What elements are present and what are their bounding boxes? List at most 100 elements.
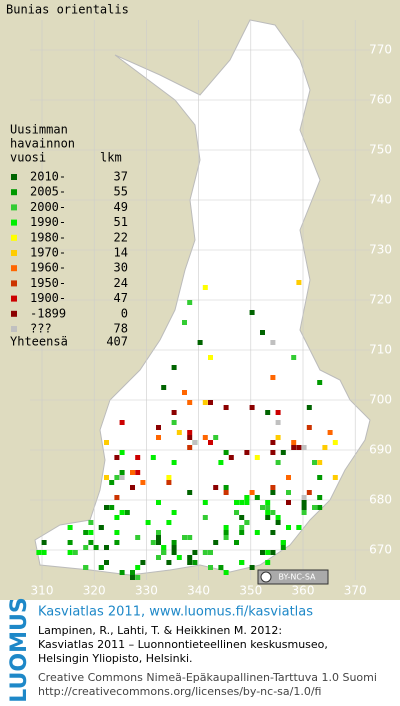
- observation-square: [265, 550, 271, 555]
- observation-square: [280, 450, 286, 455]
- observation-square: [317, 505, 323, 510]
- observation-square: [93, 545, 99, 550]
- observation-square: [223, 405, 229, 410]
- observation-square: [161, 385, 167, 390]
- observation-square: [187, 300, 193, 305]
- license-url: http://creativecommons.org/licenses/by-n…: [38, 685, 321, 698]
- observation-square: [104, 505, 109, 510]
- citation: Helsingin Yliopisto, Helsinki.: [38, 652, 193, 665]
- observation-square: [187, 400, 193, 405]
- legend-count: 78: [114, 322, 128, 336]
- observation-square: [301, 445, 307, 450]
- observation-square: [98, 565, 104, 570]
- observation-square: [249, 310, 255, 315]
- badge-box: [257, 569, 329, 585]
- observation-square: [254, 495, 260, 500]
- observation-square: [202, 435, 208, 440]
- observation-square: [124, 510, 130, 515]
- observation-square: [114, 495, 120, 500]
- observation-square: [306, 405, 312, 410]
- y-grid-label: 730: [369, 243, 392, 257]
- observation-square: [301, 505, 307, 510]
- observation-square: [208, 400, 213, 405]
- y-grid-label: 680: [369, 493, 392, 507]
- observation-square: [213, 540, 219, 545]
- legend-swatch: [11, 326, 17, 332]
- legend-label: 1970-: [30, 246, 66, 260]
- observation-square: [166, 475, 172, 480]
- legend-count: 14: [114, 246, 128, 260]
- grid-lines: [30, 20, 370, 580]
- observation-square: [171, 365, 177, 370]
- legend-label: 2010-: [30, 170, 66, 184]
- observation-square: [130, 470, 135, 475]
- y-grid-label: 770: [369, 43, 392, 57]
- observation-square: [202, 550, 208, 555]
- legend-swatch: [11, 219, 17, 226]
- observation-square: [171, 540, 177, 545]
- observation-square: [296, 525, 302, 530]
- observation-square: [171, 460, 177, 465]
- observation-square: [260, 505, 265, 510]
- observation-square: [171, 410, 177, 415]
- observation-square: [270, 450, 276, 455]
- observation-square: [187, 435, 193, 440]
- observation-square: [270, 440, 276, 445]
- observation-square: [301, 510, 307, 515]
- observation-square: [286, 500, 291, 505]
- observation-square: [67, 540, 73, 545]
- observation-square: [296, 280, 302, 285]
- legend-total: 407: [106, 335, 128, 349]
- observation-square: [119, 510, 125, 515]
- observation-square: [150, 540, 156, 545]
- observation-square: [317, 380, 323, 385]
- observation-square: [239, 525, 245, 530]
- observation-square: [171, 510, 177, 515]
- observation-square: [265, 510, 271, 515]
- observation-square: [296, 445, 302, 450]
- legend-label: 1960-: [30, 261, 66, 275]
- observation-square: [114, 475, 120, 480]
- observation-square: [104, 545, 109, 550]
- observation-square: [254, 530, 260, 535]
- observation-square: [280, 545, 286, 550]
- observation-square: [88, 520, 94, 525]
- observation-square: [187, 560, 193, 565]
- observation-square: [104, 475, 109, 480]
- observation-square: [145, 520, 151, 525]
- observation-square: [249, 490, 255, 495]
- observation-square: [223, 525, 229, 530]
- observation-square: [306, 490, 312, 495]
- observation-square: [265, 515, 271, 520]
- observation-square: [119, 470, 125, 475]
- legend-count: 22: [114, 230, 128, 244]
- observation-square: [275, 520, 281, 525]
- observation-square: [270, 530, 276, 535]
- x-grid-label: 360: [292, 584, 315, 598]
- observation-square: [156, 530, 161, 535]
- observation-square: [239, 500, 245, 505]
- observation-square: [156, 535, 161, 540]
- observation-square: [208, 550, 213, 555]
- observation-square: [114, 455, 120, 460]
- observation-square: [332, 475, 338, 480]
- observation-square: [317, 495, 323, 500]
- observation-square: [135, 575, 141, 580]
- observation-square: [254, 455, 260, 460]
- observation-square: [67, 550, 73, 555]
- x-grid-label: 340: [187, 584, 210, 598]
- y-grid-label: 710: [369, 343, 392, 357]
- observation-square: [213, 485, 219, 490]
- brand: LUOMUS: [7, 597, 32, 702]
- observation-square: [265, 560, 271, 565]
- legend-count: 55: [114, 185, 128, 199]
- observation-square: [140, 560, 146, 565]
- legend-label: ???: [30, 322, 52, 336]
- citation: Lampinen, R., Lahti, T. & Heikkinen M. 2…: [38, 624, 282, 637]
- observation-square: [223, 535, 229, 540]
- observation-square: [275, 515, 281, 520]
- observation-square: [322, 445, 328, 450]
- legend-swatch: [11, 280, 17, 287]
- observation-square: [109, 480, 115, 485]
- legend-label: 1990-: [30, 215, 66, 229]
